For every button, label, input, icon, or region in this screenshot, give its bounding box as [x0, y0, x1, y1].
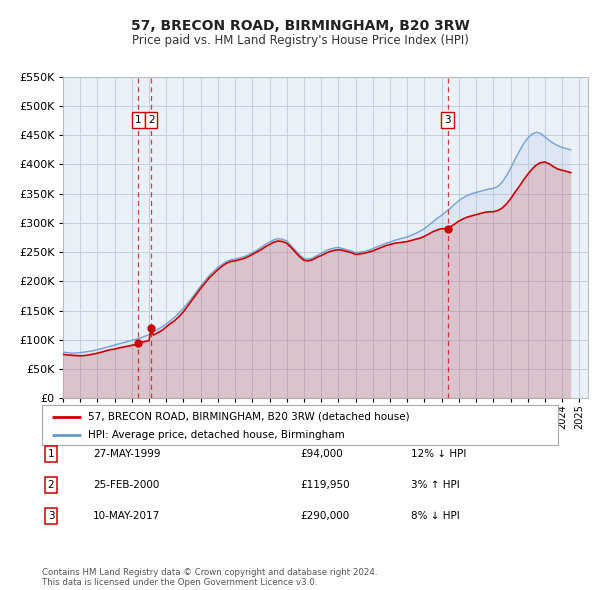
- Text: 12% ↓ HPI: 12% ↓ HPI: [411, 450, 466, 459]
- Text: 10-MAY-2017: 10-MAY-2017: [93, 511, 160, 520]
- Text: £290,000: £290,000: [300, 511, 349, 520]
- Text: Contains HM Land Registry data © Crown copyright and database right 2024.: Contains HM Land Registry data © Crown c…: [42, 568, 377, 577]
- Text: 1: 1: [47, 450, 55, 459]
- Text: 57, BRECON ROAD, BIRMINGHAM, B20 3RW (detached house): 57, BRECON ROAD, BIRMINGHAM, B20 3RW (de…: [88, 412, 410, 422]
- Text: Price paid vs. HM Land Registry's House Price Index (HPI): Price paid vs. HM Land Registry's House …: [131, 34, 469, 47]
- Text: This data is licensed under the Open Government Licence v3.0.: This data is licensed under the Open Gov…: [42, 578, 317, 587]
- Text: 2: 2: [47, 480, 55, 490]
- Text: 2: 2: [148, 115, 154, 125]
- Text: 25-FEB-2000: 25-FEB-2000: [93, 480, 160, 490]
- Text: HPI: Average price, detached house, Birmingham: HPI: Average price, detached house, Birm…: [88, 431, 345, 440]
- Text: 3% ↑ HPI: 3% ↑ HPI: [411, 480, 460, 490]
- Text: 27-MAY-1999: 27-MAY-1999: [93, 450, 161, 459]
- Text: 3: 3: [47, 511, 55, 520]
- Text: 8% ↓ HPI: 8% ↓ HPI: [411, 511, 460, 520]
- Text: 3: 3: [445, 115, 451, 125]
- Text: £119,950: £119,950: [300, 480, 350, 490]
- Text: 1: 1: [135, 115, 142, 125]
- Text: 57, BRECON ROAD, BIRMINGHAM, B20 3RW: 57, BRECON ROAD, BIRMINGHAM, B20 3RW: [131, 19, 469, 33]
- Text: £94,000: £94,000: [300, 450, 343, 459]
